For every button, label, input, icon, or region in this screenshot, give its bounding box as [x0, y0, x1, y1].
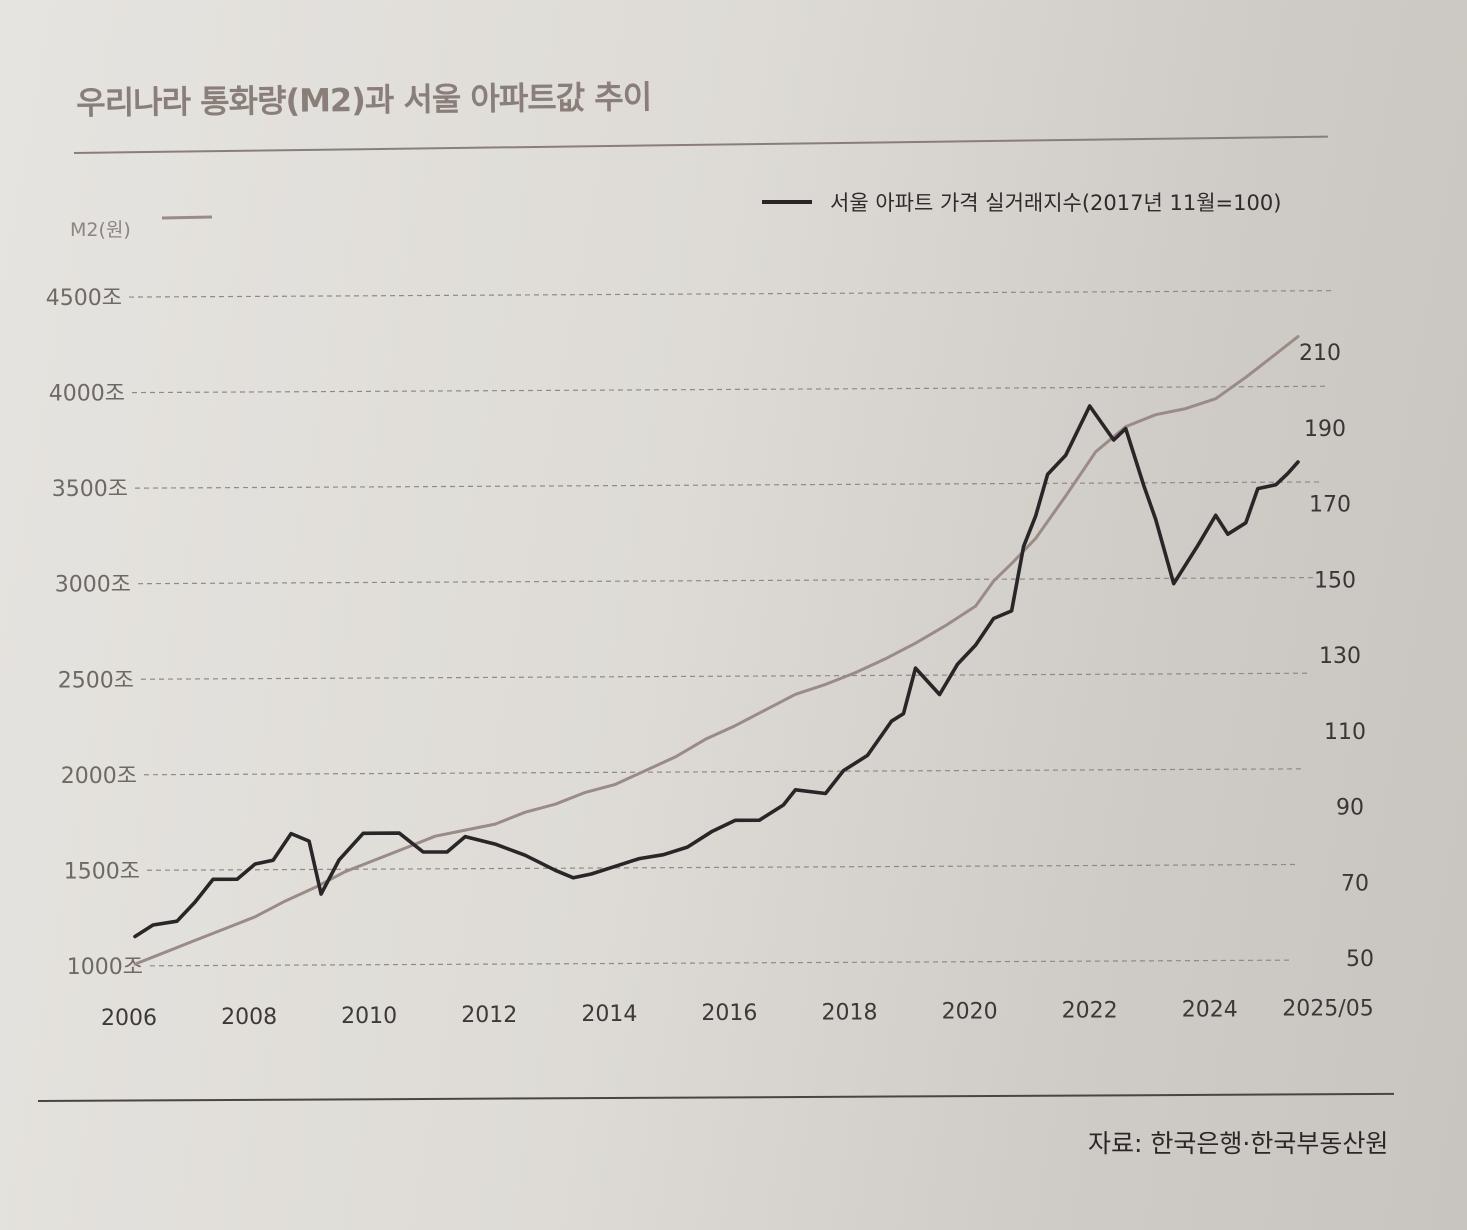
left-tick-label: 2500조	[58, 668, 134, 693]
x-tick-label: 2022	[1062, 998, 1118, 1023]
gridline	[128, 290, 1333, 298]
legend-m2-label: M2(원)	[70, 219, 131, 241]
right-tick-label: 110	[1324, 720, 1366, 745]
legend-m2-swatch	[161, 215, 213, 220]
left-tick-label: 3000조	[55, 573, 131, 598]
gridlines	[128, 290, 1333, 967]
left-tick-label: 4500조	[46, 286, 122, 311]
right-tick-label: 70	[1341, 871, 1369, 896]
right-tick-label: 170	[1309, 493, 1351, 518]
source-note: 자료: 한국은행·한국부동산원	[1088, 1129, 1389, 1158]
gridline	[146, 863, 1297, 871]
series-lines	[133, 335, 1300, 966]
x-tick-label: 2025/05	[1282, 996, 1373, 1021]
x-tick-label: 2010	[341, 1004, 397, 1029]
left-axis-ticks: 1000조 1500조 2000조 2500조 3000조 3500조 4000조 4500조	[46, 286, 143, 980]
legend-index-label: 서울 아파트 가격 실거래지수(2017년 11월=100)	[830, 191, 1281, 215]
gridline	[140, 672, 1309, 680]
legend-index: 서울 아파트 가격 실거래지수(2017년 11월=100)	[762, 191, 1281, 215]
left-tick-label: 1500조	[64, 859, 140, 884]
gridline	[149, 959, 1291, 967]
right-tick-label: 210	[1299, 341, 1341, 366]
x-tick-label: 2016	[701, 1001, 757, 1026]
x-tick-label: 2006	[101, 1006, 157, 1031]
x-tick-label: 2014	[581, 1002, 637, 1027]
right-axis-ticks: 50 70 90 110 130 150 170 190 210	[1299, 341, 1374, 972]
x-tick-label: 2020	[942, 999, 998, 1024]
x-tick-label: 2024	[1182, 997, 1238, 1022]
left-tick-label: 2000조	[61, 764, 137, 789]
m2-series-line	[133, 335, 1300, 966]
gridline	[143, 768, 1303, 776]
left-tick-label: 3500조	[52, 477, 128, 502]
right-tick-label: 90	[1336, 796, 1364, 821]
right-tick-label: 150	[1314, 568, 1356, 593]
right-tick-label: 50	[1346, 947, 1374, 972]
legend-m2: M2(원)	[70, 215, 213, 241]
x-tick-label: 2008	[221, 1005, 277, 1030]
gridline	[131, 385, 1327, 394]
right-tick-label: 190	[1304, 417, 1346, 442]
apartment-index-series-line	[133, 404, 1300, 939]
gridline	[137, 576, 1315, 585]
left-tick-label: 4000조	[49, 382, 125, 407]
left-tick-label: 1000조	[67, 955, 143, 980]
x-tick-label: 2012	[461, 1003, 517, 1028]
right-tick-label: 130	[1319, 644, 1361, 669]
x-tick-label: 2018	[821, 1000, 877, 1025]
x-axis-ticks: 2006 2008 2010 2012 2014 2016 2018 2020 2022 2024…	[101, 996, 1374, 1031]
